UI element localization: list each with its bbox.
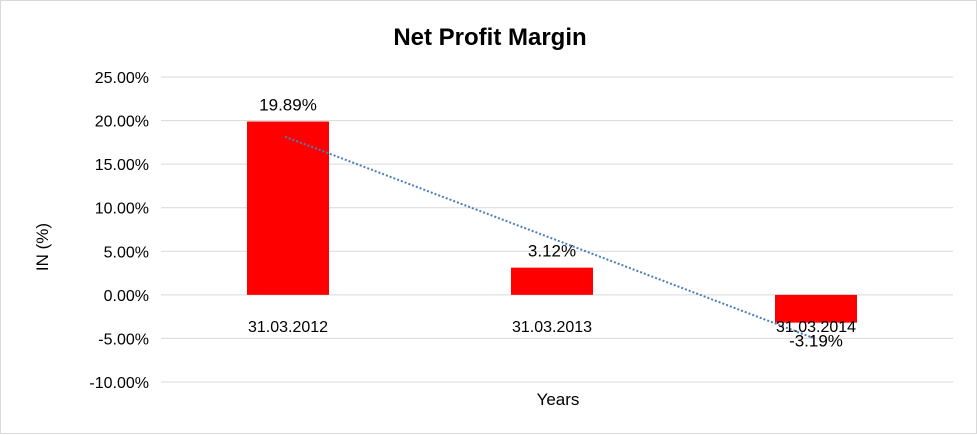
y-tick-label: 15.00%: [95, 157, 149, 174]
data-labels: 19.89% 3.12% -3.19%: [259, 96, 843, 351]
y-axis-ticks: 25.00% 20.00% 15.00% 10.00% 5.00% 0.00% -5.00%…: [89, 70, 149, 392]
y-tick-label: -5.00%: [98, 331, 149, 348]
data-label: -3.19%: [789, 332, 843, 351]
bar: [247, 121, 329, 295]
y-tick-label: 5.00%: [104, 244, 149, 261]
y-tick-label: 20.00%: [95, 114, 149, 131]
x-tick-label: 31.03.2012: [248, 319, 328, 336]
y-tick-label: 25.00%: [95, 70, 149, 87]
x-axis-title: Years: [537, 390, 580, 409]
bar: [775, 294, 857, 323]
x-tick-label: 31.03.2014: [776, 319, 856, 336]
x-tick-label: 31.03.2013: [512, 319, 592, 336]
y-tick-label: 0.00%: [104, 288, 149, 305]
bars: [247, 121, 857, 323]
data-label: 3.12%: [528, 242, 576, 261]
y-tick-label: -10.00%: [89, 375, 149, 392]
bar: [511, 267, 593, 295]
y-tick-label: 10.00%: [95, 201, 149, 218]
x-axis-ticks: 31.03.2012 31.03.2013 31.03.2014: [248, 319, 856, 336]
trendline-path: [284, 135, 814, 339]
chart-title: Net Profit Margin: [393, 24, 586, 51]
data-label: 19.89%: [259, 96, 317, 115]
y-axis-title: IN (%): [33, 223, 52, 271]
trendline: [284, 135, 814, 339]
